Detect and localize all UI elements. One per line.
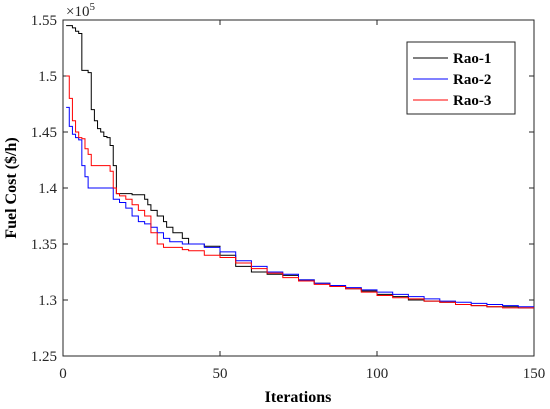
x-axis-title: Iterations [265, 389, 332, 406]
y-multiplier-base: ×10 [66, 4, 89, 20]
legend-label: Rao-3 [453, 93, 491, 109]
legend-label: Rao-1 [453, 51, 491, 67]
legend-label: Rao-2 [453, 72, 491, 88]
series-line-rao-2 [66, 106, 534, 308]
series-lines [66, 25, 534, 309]
x-tick-label: 150 [523, 366, 546, 382]
y-axis-title: Fuel Cost ($/h) [3, 137, 20, 238]
series-line-rao-1 [66, 25, 534, 309]
y-multiplier: ×105 [66, 1, 95, 20]
x-tick-label: 0 [59, 366, 67, 382]
x-axis-ticks: 0 50 100 150 [59, 20, 545, 382]
legend: Rao-1 Rao-2 Rao-3 [406, 41, 516, 115]
y-tick-label: 1.25 [31, 349, 57, 365]
y-tick-label: 1.55 [31, 13, 57, 29]
legend-box [406, 41, 516, 115]
x-tick-label: 100 [366, 366, 389, 382]
y-tick-label: 1.35 [31, 237, 57, 253]
y-axis-ticks: 1.25 1.3 1.35 1.4 1.45 1.5 1.55 [31, 13, 534, 365]
y-multiplier-exponent: 5 [89, 1, 95, 13]
y-tick-label: 1.3 [38, 293, 57, 309]
y-tick-label: 1.4 [38, 181, 57, 197]
y-tick-label: 1.45 [31, 125, 57, 141]
series-line-rao-3 [66, 75, 534, 309]
y-tick-label: 1.5 [38, 69, 57, 85]
x-tick-label: 50 [213, 366, 228, 382]
